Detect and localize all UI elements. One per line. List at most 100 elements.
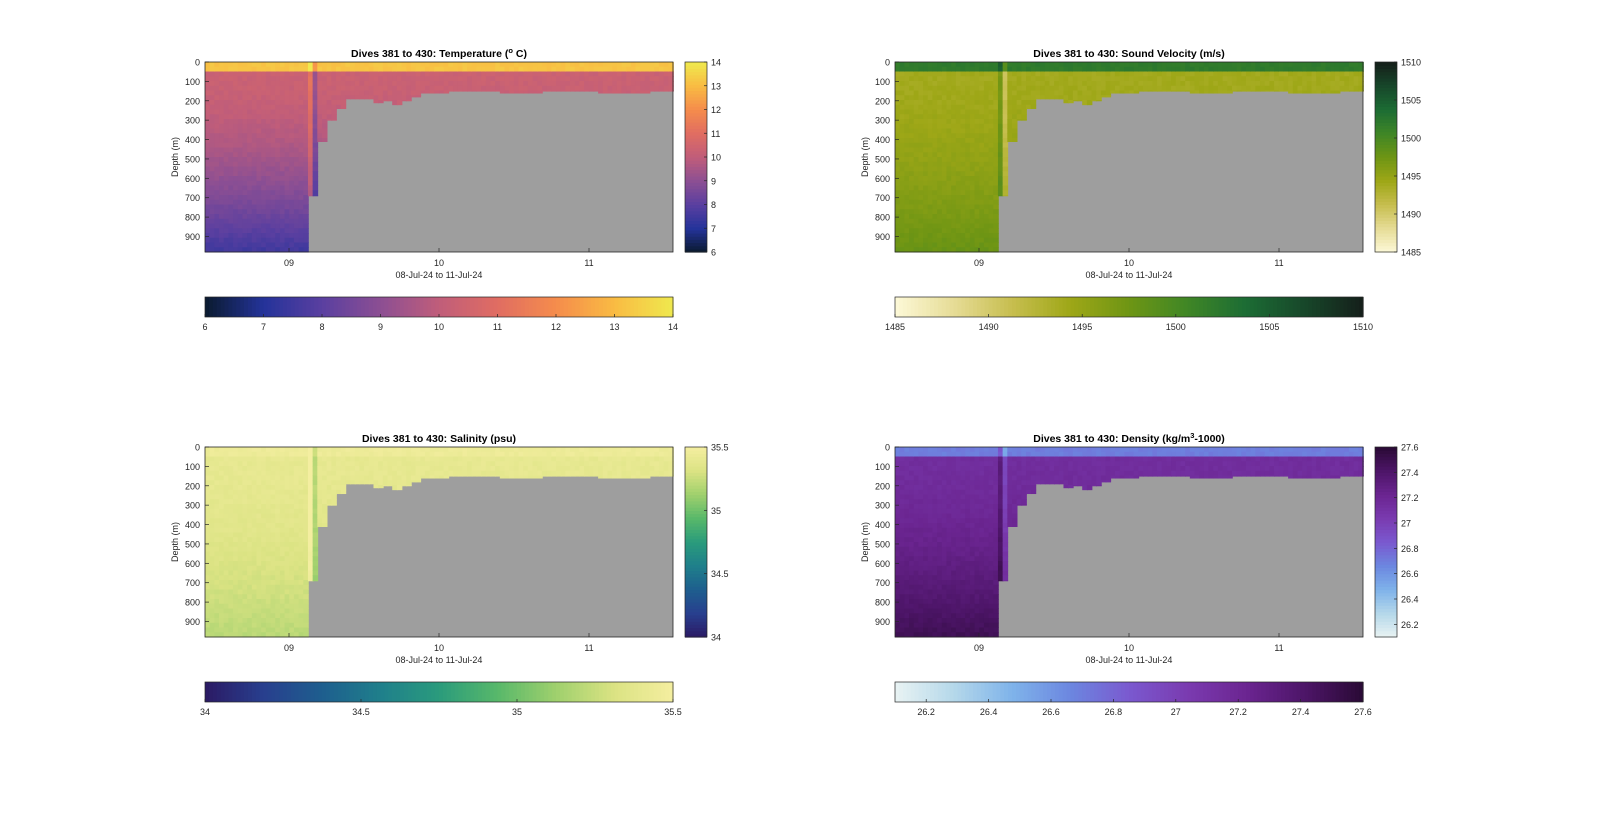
heatmap-cell [270,66,277,72]
heatmap-cell [209,142,216,148]
heatmap-cell [941,228,948,234]
heatmap-cell [289,114,295,120]
heatmap-cell [955,76,962,82]
heatmap-cell [261,176,267,182]
heatmap-cell [214,603,220,609]
heatmap-cell [951,161,957,167]
heatmap-cell [1012,85,1018,91]
heatmap-cell [574,85,581,91]
heatmap-cell [1171,81,1177,87]
heatmap-cell [1208,66,1215,72]
heatmap-cell [401,485,408,487]
heatmap-cell [289,109,295,115]
heatmap-cell [261,599,267,605]
heatmap-cell [1297,71,1303,77]
heatmap-cell [616,62,623,68]
heatmap-cell [289,190,295,196]
heatmap-cell [251,475,258,481]
heatmap-cell [1016,76,1023,82]
heatmap-cell [640,81,646,87]
colorbar-tick-label: 1505 [1259,322,1279,332]
heatmap-cell [546,461,553,467]
heatmap-cell [326,90,333,96]
heatmap-cell [312,485,319,491]
heatmap-cell [228,508,234,514]
heatmap-cell [607,90,613,94]
heatmap-cell [1353,66,1360,72]
x-tick-label: 11 [1274,258,1283,268]
heatmap-cell [317,485,323,491]
heatmap-cell [228,104,234,110]
heatmap-cell [946,180,952,186]
heatmap-cell [298,71,305,77]
heatmap-cell [237,570,244,576]
heatmap-cell [219,527,225,533]
heatmap-cell [368,81,375,87]
heatmap-cell [289,123,295,129]
heatmap-cell [1002,157,1009,163]
heatmap-cell [303,513,309,519]
heatmap-cell [1096,62,1102,68]
heatmap-cell [937,199,943,205]
heatmap-cell [979,204,985,210]
heatmap-cell [205,142,211,148]
heatmap-cell [303,551,309,557]
heatmap-cell [951,242,957,248]
heatmap-cell [242,161,248,167]
heatmap-cell [247,480,253,486]
colorbar-swatch [575,297,580,317]
heatmap-cell [270,470,277,476]
heatmap-cell [289,171,295,177]
heatmap-cell [565,81,571,87]
heatmap-cell [481,71,487,77]
colorbar-swatch [1375,62,1397,66]
heatmap-cell [293,456,300,462]
heatmap-cell [284,613,291,619]
heatmap-cell [247,180,253,186]
heatmap-cell [481,461,487,467]
heatmap-cell [1077,71,1084,77]
colorbar-swatch [685,84,707,88]
heatmap-cell [509,470,515,476]
heatmap-cell [251,199,258,205]
heatmap-cell [256,195,262,201]
heatmap-cell [205,532,211,538]
heatmap-cell [410,66,417,72]
heatmap-cell [448,90,454,92]
heatmap-cell [256,613,262,619]
heatmap-cell [895,161,901,167]
heatmap-cell [1353,81,1360,87]
heatmap-cell [509,66,515,72]
colorbar-swatch [1375,245,1397,250]
heatmap-cell [396,71,403,77]
heatmap-cell [1133,85,1140,91]
heatmap-cell [233,133,239,139]
colorbar-swatch [685,210,707,215]
heatmap-cell [373,451,379,457]
heatmap-cell [1035,90,1041,96]
heatmap-cell [298,618,305,624]
heatmap-cell [1353,76,1360,82]
heatmap-cell [899,66,906,72]
heatmap-cell [960,228,967,234]
heatmap-cell [284,199,291,205]
heatmap-cell [251,166,258,172]
heatmap-cell [247,561,253,567]
heatmap-cell [293,114,300,120]
heatmap-cell [1283,90,1289,92]
heatmap-cell [607,62,613,68]
heatmap-cell [1110,62,1116,68]
heatmap-cell [453,71,459,77]
heatmap-cell [256,119,262,125]
heatmap-cell [392,470,398,476]
heatmap-cell [289,584,295,590]
heatmap-cell [1007,138,1013,142]
heatmap-cell [256,556,262,562]
heatmap-cell [532,66,539,72]
heatmap-cell [904,81,910,87]
heatmap-cell [434,62,440,68]
heatmap-cell [1002,190,1009,196]
heatmap-cell [275,470,281,476]
heatmap-cell [923,157,929,163]
heatmap-cell [233,128,239,134]
